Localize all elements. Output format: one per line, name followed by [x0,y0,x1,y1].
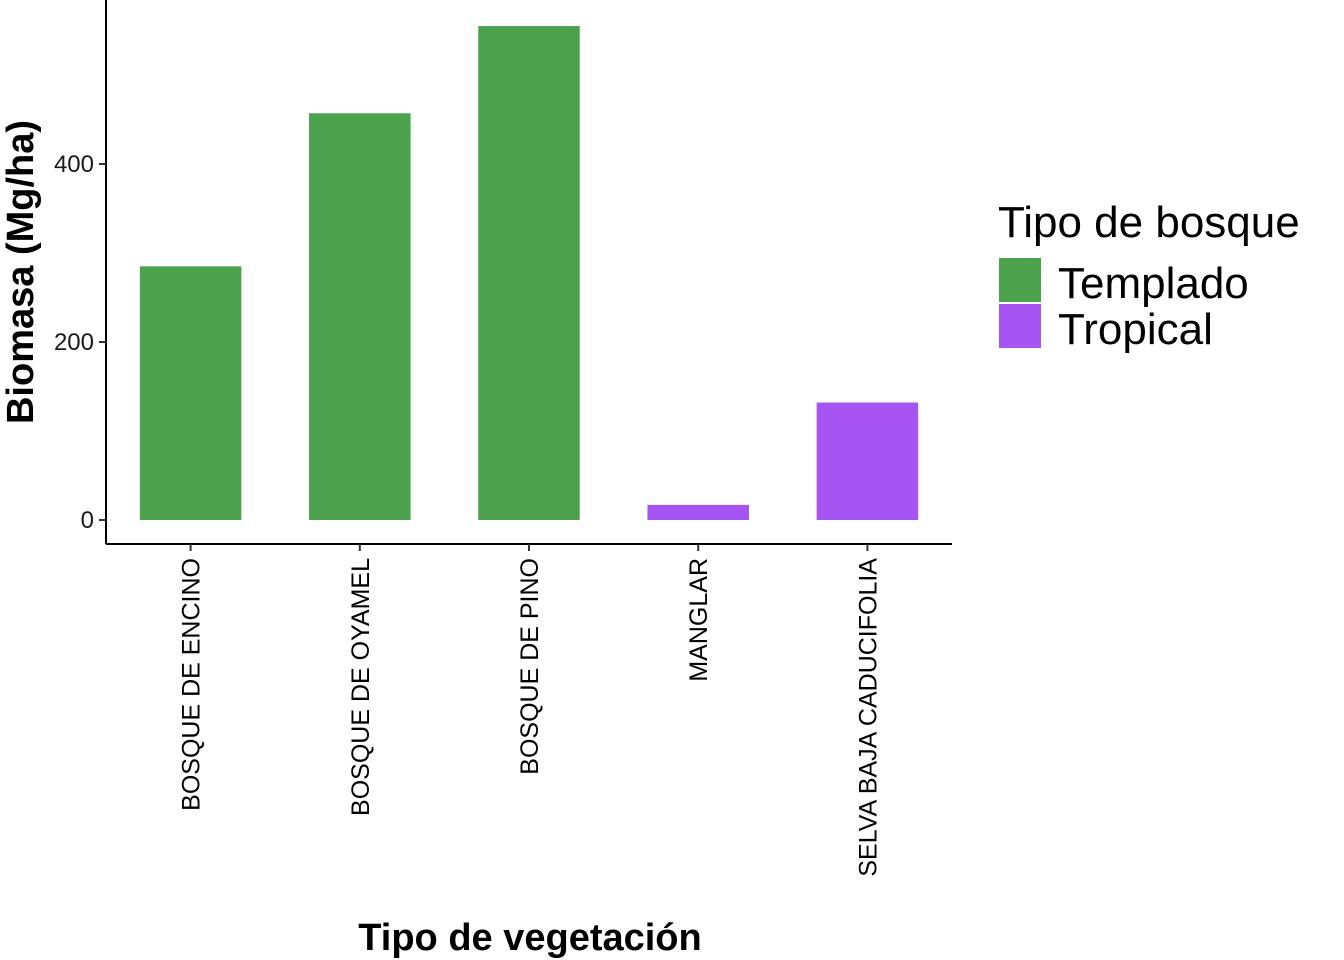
x-tick-label-bosque-de-pino: BOSQUE DE PINO [516,558,544,775]
y-tick-label-0: 0 [81,507,94,534]
legend-swatch-templado [999,258,1041,302]
x-axis-title: Tipo de vegetación [358,917,701,959]
legend-swatch-tropical [999,304,1041,348]
bar-selva-baja-caducifolia [816,402,919,520]
y-ticks-group: 0 200 400 [54,151,106,534]
bars-group [139,26,919,521]
bar-bosque-de-oyamel [309,113,411,521]
y-tick-label-400: 400 [54,151,94,178]
y-tick-label-200: 200 [54,329,94,356]
bar-bosque-de-pino [478,26,580,521]
x-tick-label-bosque-de-encino: BOSQUE DE ENCINO [178,558,206,811]
x-tick-label-manglar: MANGLAR [685,558,713,682]
x-ticks-group: BOSQUE DE ENCINO BOSQUE DE OYAMEL BOSQUE D… [178,544,882,877]
y-axis-title: Biomasa (Mg/ha) [0,120,42,424]
legend-label-tropical: Tropical [1058,305,1213,354]
legend-title: Tipo de bosque [998,198,1300,247]
x-tick-label-bosque-de-oyamel: BOSQUE DE OYAMEL [347,558,375,816]
bar-bosque-de-encino [139,266,242,520]
legend-label-templado: Templado [1058,259,1249,308]
x-tick-label-selva-baja-caducifolia: SELVA BAJA CADUCIFOLIA [854,558,882,877]
bar-manglar [647,504,749,520]
